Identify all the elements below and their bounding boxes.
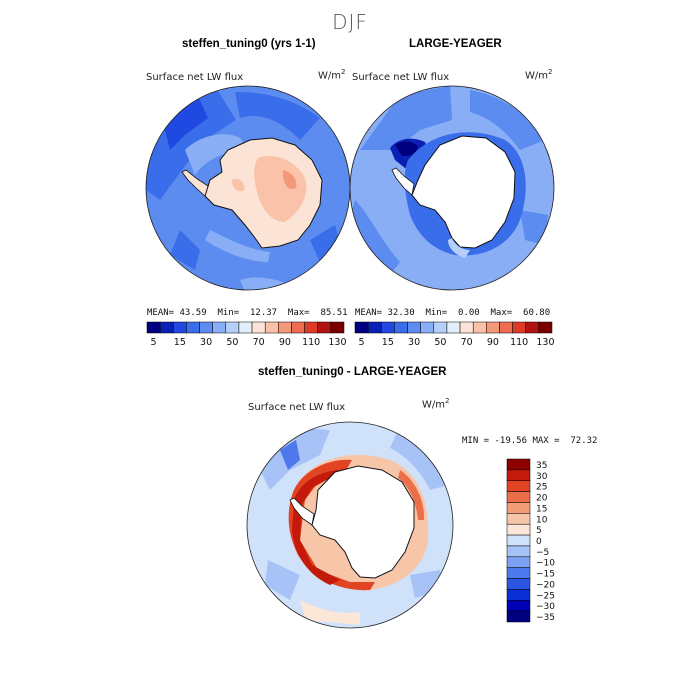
diff-colorbar-tick-label: −30	[536, 602, 555, 612]
right-colorbar-swatch	[446, 321, 461, 334]
diff-colorbar-tick-label: 20	[536, 494, 548, 504]
diff-colorbar-tick-label: 15	[536, 504, 547, 514]
diff-minmax: MIN = -19.56 MAX = 72.32	[462, 436, 598, 446]
diff-colorbar-tick-label: 10	[536, 515, 548, 525]
diff-units-label: W/m2	[422, 397, 450, 411]
right-colorbar-swatch	[394, 321, 408, 334]
left-colorbar-swatch	[173, 321, 187, 334]
diff-variable-label: Surface net LW flux	[248, 402, 346, 413]
diff-colorbar-swatch	[506, 458, 531, 471]
right-colorbar-tick-label: 110	[510, 337, 528, 348]
right-colorbar-swatch	[433, 321, 448, 334]
left-colorbar-swatch	[317, 321, 332, 334]
diff-colorbar-tick-label: −20	[536, 580, 555, 590]
diff-colorbar-swatch	[506, 513, 531, 525]
right-colorbar-tick-label: 70	[461, 337, 473, 348]
right-colorbar: 5 15 30 50 70 90 110 130	[354, 321, 555, 348]
right-map	[349, 85, 555, 291]
left-panel-title: steffen_tuning0 (yrs 1-1)	[182, 38, 316, 50]
right-colorbar-swatch	[420, 321, 435, 334]
left-stats: MEAN= 43.59 Min= 12.37 Max= 85.51	[147, 308, 348, 318]
diff-colorbar-swatch	[506, 600, 531, 612]
diff-colorbar-swatch	[506, 502, 531, 514]
right-colorbar-tick-label: 90	[487, 337, 499, 348]
left-colorbar-tick-label: 130	[328, 337, 346, 348]
diff-colorbar-tick-label: 25	[536, 483, 547, 493]
left-variable-label: Surface net LW flux	[146, 72, 244, 83]
diff-colorbar-swatch	[506, 610, 531, 623]
diff-colorbar-swatch	[506, 578, 531, 590]
diff-colorbar-swatch	[506, 545, 531, 558]
right-colorbar-swatch	[512, 321, 526, 334]
left-colorbar-swatch	[159, 321, 174, 334]
diff-colorbar-swatch	[506, 556, 531, 568]
figure-title: DJF	[332, 10, 368, 34]
left-colorbar-swatch	[251, 321, 266, 334]
right-colorbar-swatch	[486, 321, 500, 334]
right-colorbar-swatch	[499, 321, 513, 334]
left-colorbar-swatch	[291, 321, 305, 334]
diff-colorbar-tick-label: −35	[536, 613, 555, 623]
right-colorbar-swatch	[538, 321, 553, 334]
left-units-label: W/m2	[318, 68, 346, 82]
right-colorbar-tick-label: 15	[382, 337, 394, 348]
left-colorbar-tick-label: 30	[200, 337, 212, 348]
right-colorbar-swatch	[367, 321, 382, 334]
left-colorbar-tick-label: 90	[279, 337, 291, 348]
diff-colorbar-swatch	[506, 534, 531, 547]
diff-colorbar-swatch	[506, 469, 531, 481]
right-colorbar-swatch	[354, 321, 369, 334]
left-colorbar-tick-label: 15	[174, 337, 186, 348]
diff-colorbar-swatch	[506, 567, 531, 579]
diff-colorbar-tick-label: −15	[536, 570, 555, 580]
right-panel-title: LARGE-YEAGER	[409, 38, 502, 50]
right-colorbar-tick-label: 50	[434, 337, 446, 348]
diff-colorbar-swatch	[506, 480, 531, 492]
diff-colorbar-swatch	[506, 523, 531, 536]
left-colorbar-swatch	[225, 321, 240, 334]
right-stats: MEAN= 32.30 Min= 0.00 Max= 60.80	[355, 308, 551, 318]
left-colorbar-tick-label: 70	[253, 337, 265, 348]
left-colorbar-tick-label: 5	[151, 337, 157, 348]
left-map	[145, 85, 351, 291]
right-colorbar-tick-label: 30	[408, 337, 420, 348]
left-colorbar-swatch	[199, 321, 213, 334]
right-colorbar-tick-label: 5	[359, 337, 365, 348]
left-colorbar-swatch	[278, 321, 292, 334]
left-colorbar-tick-label: 110	[302, 337, 320, 348]
left-colorbar-swatch	[330, 321, 345, 334]
right-colorbar-swatch	[381, 321, 395, 334]
left-colorbar-swatch	[264, 321, 279, 334]
diff-colorbar-swatch	[506, 491, 531, 503]
left-colorbar-swatch	[146, 321, 161, 334]
diff-colorbar-swatch	[506, 589, 531, 601]
right-colorbar-tick-label: 130	[536, 337, 554, 348]
left-colorbar-swatch	[304, 321, 318, 334]
diff-colorbar-tick-label: −5	[536, 548, 549, 558]
right-variable-label: Surface net LW flux	[352, 72, 450, 83]
left-colorbar-swatch	[186, 321, 200, 334]
diff-colorbar-tick-label: 0	[536, 537, 542, 547]
diff-colorbar-tick-label: −10	[536, 559, 555, 569]
left-colorbar-tick-label: 50	[226, 337, 238, 348]
diff-colorbar-tick-label: −25	[536, 591, 555, 601]
diff-map	[246, 421, 454, 629]
right-units-label: W/m2	[525, 68, 553, 82]
diff-panel-title: steffen_tuning0 - LARGE-YEAGER	[258, 366, 447, 378]
left-colorbar-swatch	[212, 321, 227, 334]
left-colorbar: 5 15 30 50 70 90 110 130	[146, 321, 347, 348]
diff-colorbar-tick-label: 35	[536, 461, 547, 471]
right-colorbar-swatch	[459, 321, 474, 334]
right-colorbar-swatch	[472, 321, 487, 334]
diff-colorbar-tick-label: 5	[536, 526, 542, 536]
left-colorbar-swatch	[238, 321, 253, 334]
diff-colorbar-tick-label: 30	[536, 472, 548, 482]
right-colorbar-swatch	[525, 321, 540, 334]
right-colorbar-swatch	[407, 321, 421, 334]
